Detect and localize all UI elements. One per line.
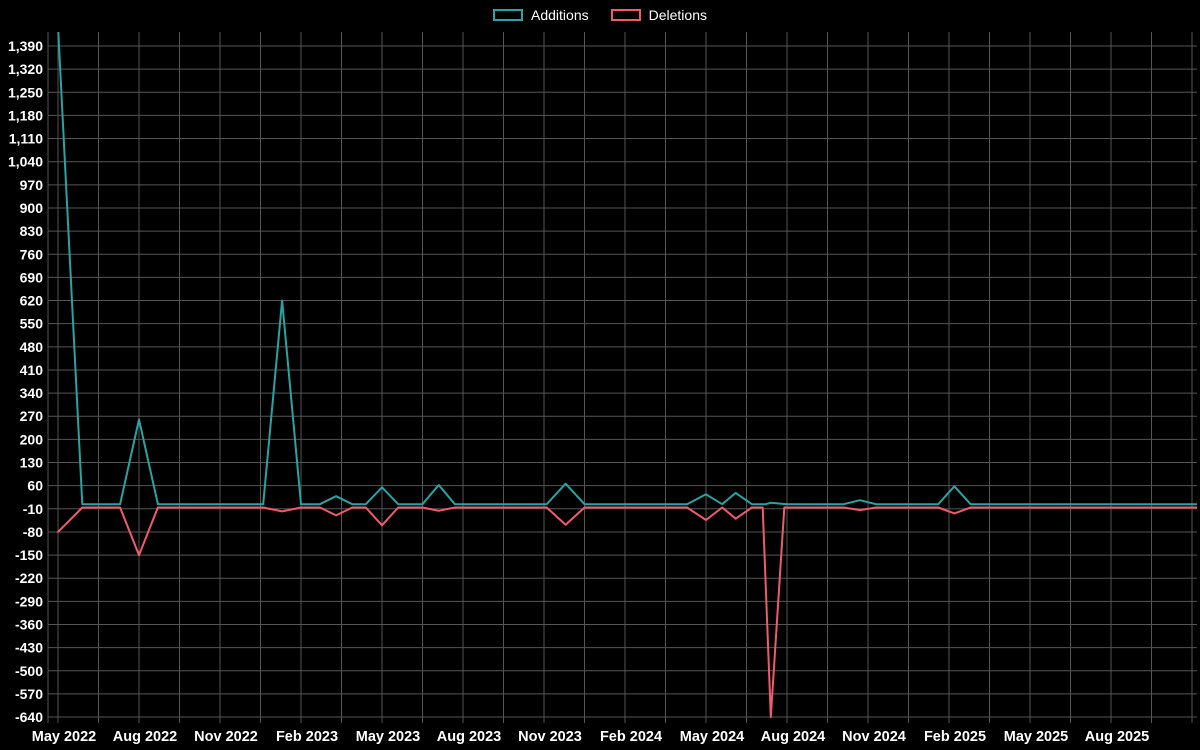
x-tick-label: May 2025 bbox=[1004, 729, 1069, 745]
chart-grid bbox=[47, 32, 1197, 723]
x-tick-label: Nov 2022 bbox=[194, 729, 258, 745]
y-tick-label: -640 bbox=[15, 709, 43, 725]
x-tick-label: May 2022 bbox=[32, 729, 97, 745]
x-axis-tick-labels: May 2022 Aug 2022 Nov 2022 Feb 2023 May 2023… bbox=[32, 729, 1149, 745]
y-tick-label: 1,390 bbox=[8, 38, 43, 54]
y-tick-label: 550 bbox=[20, 316, 44, 332]
y-tick-label: 340 bbox=[20, 385, 44, 401]
y-tick-label: -290 bbox=[15, 593, 43, 609]
y-tick-label: -570 bbox=[15, 686, 43, 702]
y-tick-label: -150 bbox=[15, 547, 43, 563]
x-tick-label: Feb 2023 bbox=[276, 729, 338, 745]
y-tick-label: 970 bbox=[20, 177, 44, 193]
y-tick-label: 900 bbox=[20, 200, 44, 216]
y-tick-label: 1,110 bbox=[9, 131, 43, 147]
y-tick-label: 1,250 bbox=[8, 84, 43, 100]
y-axis-tick-labels: 1,390 1,320 1,250 1,180 1,110 1,040 970 900 830 7… bbox=[8, 38, 43, 725]
y-tick-label: 270 bbox=[20, 408, 44, 424]
series-line-additions bbox=[57, 32, 1197, 506]
legend-item-deletions[interactable]: Deletions bbox=[610, 7, 707, 23]
chart-legend: Additions Deletions bbox=[0, 7, 1200, 23]
legend-label-deletions: Deletions bbox=[648, 7, 707, 23]
y-tick-label: -500 bbox=[15, 663, 43, 679]
x-tick-label: May 2023 bbox=[356, 729, 421, 745]
y-tick-label: 410 bbox=[20, 362, 44, 378]
y-tick-label: 200 bbox=[20, 431, 44, 447]
legend-item-additions[interactable]: Additions bbox=[493, 7, 589, 23]
y-tick-label: 1,320 bbox=[8, 61, 43, 77]
y-tick-label: 130 bbox=[20, 455, 44, 471]
x-tick-label: Aug 2023 bbox=[437, 729, 501, 745]
y-tick-label: -220 bbox=[15, 570, 43, 586]
chart-series bbox=[57, 32, 1197, 719]
deletions-swatch-icon bbox=[610, 9, 641, 21]
y-tick-label: -360 bbox=[15, 617, 43, 633]
x-tick-label: Feb 2025 bbox=[924, 729, 986, 745]
x-tick-label: Feb 2024 bbox=[600, 729, 662, 745]
additions-swatch-icon bbox=[493, 9, 524, 21]
y-tick-label: 1,180 bbox=[8, 107, 43, 123]
y-tick-label: 1,040 bbox=[8, 154, 43, 170]
x-tick-label: Aug 2022 bbox=[113, 729, 177, 745]
y-tick-label: 60 bbox=[27, 478, 43, 494]
legend-label-additions: Additions bbox=[531, 7, 589, 23]
y-tick-label: 480 bbox=[20, 339, 44, 355]
x-tick-label: Aug 2025 bbox=[1085, 729, 1149, 745]
y-tick-label: 690 bbox=[20, 269, 44, 285]
y-tick-label: -10 bbox=[23, 501, 43, 517]
series-line-deletions bbox=[57, 506, 1197, 719]
x-tick-label: Nov 2023 bbox=[518, 729, 582, 745]
y-tick-label: 620 bbox=[20, 293, 44, 309]
y-tick-label: 830 bbox=[20, 223, 44, 239]
x-tick-label: May 2024 bbox=[680, 729, 745, 745]
y-tick-label: -80 bbox=[23, 524, 43, 540]
y-tick-label: -430 bbox=[15, 640, 43, 656]
x-tick-label: Nov 2024 bbox=[842, 729, 906, 745]
x-tick-label: Aug 2024 bbox=[761, 729, 825, 745]
y-tick-label: 760 bbox=[20, 246, 44, 262]
